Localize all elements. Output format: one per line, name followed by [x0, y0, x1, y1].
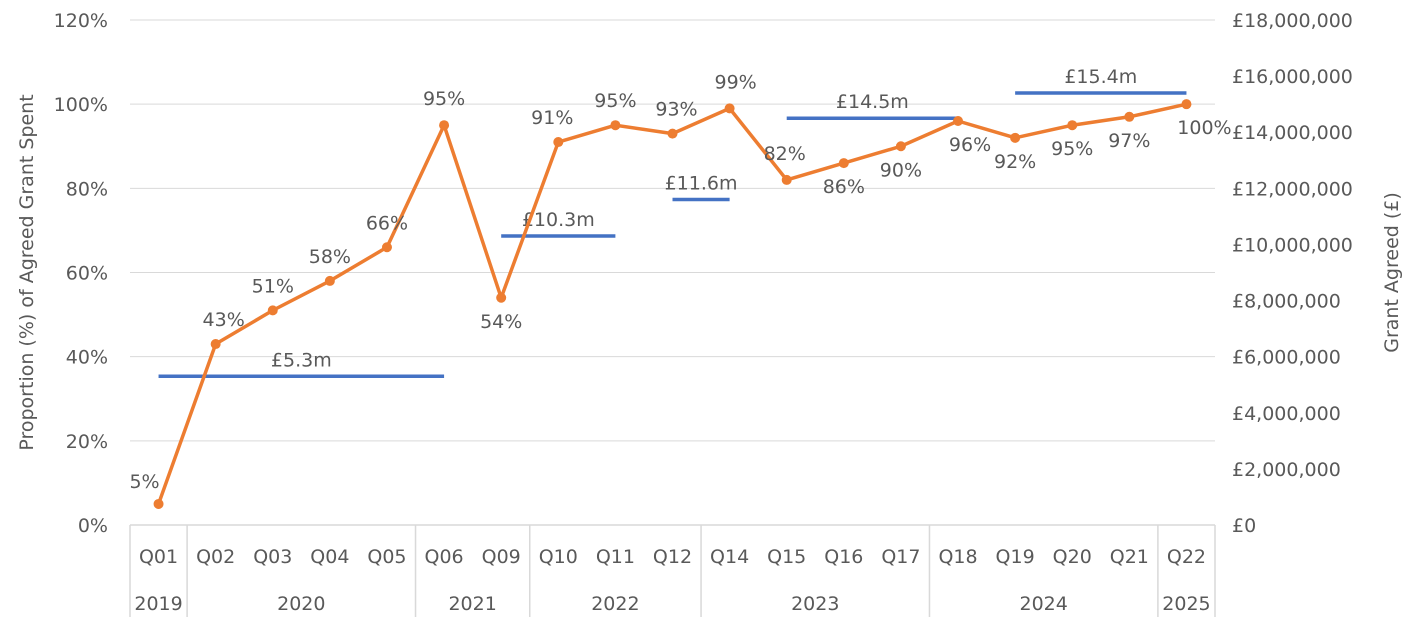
x-tick-label: Q15: [767, 546, 806, 568]
data-label: 95%: [423, 88, 465, 110]
y-tick-left: 20%: [66, 431, 108, 453]
x-tick-label: Q10: [539, 546, 578, 568]
data-label: 66%: [366, 212, 408, 234]
y-tick-right: £14,000,000: [1232, 122, 1353, 144]
series-point: [1124, 111, 1135, 122]
series-point: [895, 141, 906, 152]
series-point: [1181, 99, 1192, 110]
series-point: [667, 128, 678, 139]
y-tick-right: £16,000,000: [1232, 66, 1353, 88]
year-label: 2023: [791, 593, 839, 615]
grant-segment-label: £10.3m: [522, 209, 595, 231]
y-axis-title-right: Grant Agreed (£): [1381, 192, 1403, 353]
y-tick-right: £2,000,000: [1232, 459, 1341, 481]
x-tick-label: Q02: [196, 546, 235, 568]
y-tick-right: £0: [1232, 515, 1256, 537]
series-point: [1067, 120, 1078, 131]
x-tick-label: Q01: [139, 546, 178, 568]
x-tick-label: Q04: [310, 546, 349, 568]
data-label: 93%: [655, 99, 697, 121]
data-label: 95%: [594, 90, 636, 112]
x-tick-label: Q03: [253, 546, 292, 568]
x-tick-label: Q16: [824, 546, 863, 568]
x-tick-label: Q19: [996, 546, 1035, 568]
y-tick-left: 40%: [66, 347, 108, 369]
x-tick-label: Q20: [1053, 546, 1092, 568]
series-point: [439, 120, 450, 131]
y-tick-right: £10,000,000: [1232, 234, 1353, 256]
grant-segment-label: £15.4m: [1064, 66, 1137, 88]
data-label: 54%: [480, 311, 522, 333]
y-tick-left: 80%: [66, 178, 108, 200]
series-point: [324, 275, 335, 286]
series-point: [610, 120, 621, 131]
y-tick-left: 100%: [54, 94, 108, 116]
y-tick-right: £4,000,000: [1232, 403, 1341, 425]
data-label: 82%: [764, 143, 806, 165]
data-label: 86%: [823, 176, 865, 198]
x-tick-label: Q18: [938, 546, 977, 568]
x-tick-label: Q12: [653, 546, 692, 568]
data-label: 95%: [1051, 138, 1093, 160]
grant-segment-label: £5.3m: [271, 349, 332, 371]
year-label: 2022: [591, 593, 639, 615]
x-tick-label: Q06: [425, 546, 464, 568]
data-label: 100%: [1177, 117, 1231, 139]
grant-segment-label: £11.6m: [665, 173, 738, 195]
data-label: 5%: [129, 471, 159, 493]
y-tick-left: 120%: [54, 10, 108, 32]
data-label: 99%: [714, 71, 756, 93]
y-tick-left: 0%: [78, 515, 108, 537]
x-tick-label: Q05: [367, 546, 406, 568]
data-label: 96%: [949, 134, 991, 156]
data-label: 97%: [1108, 130, 1150, 152]
data-label: 92%: [994, 151, 1036, 173]
data-label: 51%: [252, 275, 294, 297]
series-point: [496, 292, 507, 303]
year-label: 2025: [1162, 593, 1210, 615]
y-tick-right: £18,000,000: [1232, 10, 1353, 32]
series-point: [210, 339, 221, 350]
data-label: 90%: [880, 159, 922, 181]
year-label: 2020: [277, 593, 325, 615]
x-tick-label: Q22: [1167, 546, 1206, 568]
data-label: 58%: [309, 246, 351, 268]
y-axis-title-left: Proportion (%) of Agreed Grant Spent: [16, 94, 38, 450]
y-tick-right: £8,000,000: [1232, 291, 1341, 313]
series-point: [953, 116, 964, 126]
y-tick-right: £6,000,000: [1232, 347, 1341, 369]
series-point: [153, 498, 164, 509]
y-tick-left: 60%: [66, 263, 108, 285]
x-tick-label: Q21: [1110, 546, 1149, 568]
x-tick-label: Q09: [482, 546, 521, 568]
x-tick-label: Q11: [596, 546, 635, 568]
y-tick-right: £12,000,000: [1232, 178, 1353, 200]
data-label: 91%: [531, 107, 573, 129]
grant-segment-label: £14.5m: [836, 91, 909, 113]
x-tick-label: Q17: [881, 546, 920, 568]
series-point: [781, 174, 792, 185]
series-point: [553, 137, 564, 148]
series-point: [838, 158, 849, 169]
year-label: 2021: [448, 593, 496, 615]
x-tick-label: Q14: [710, 546, 749, 568]
year-label: 2019: [134, 593, 182, 615]
series-point: [267, 305, 278, 316]
year-label: 2024: [1020, 593, 1068, 615]
series-point: [724, 103, 735, 114]
series-point: [381, 242, 392, 253]
series-point: [1010, 132, 1021, 143]
data-label: 43%: [203, 309, 245, 331]
